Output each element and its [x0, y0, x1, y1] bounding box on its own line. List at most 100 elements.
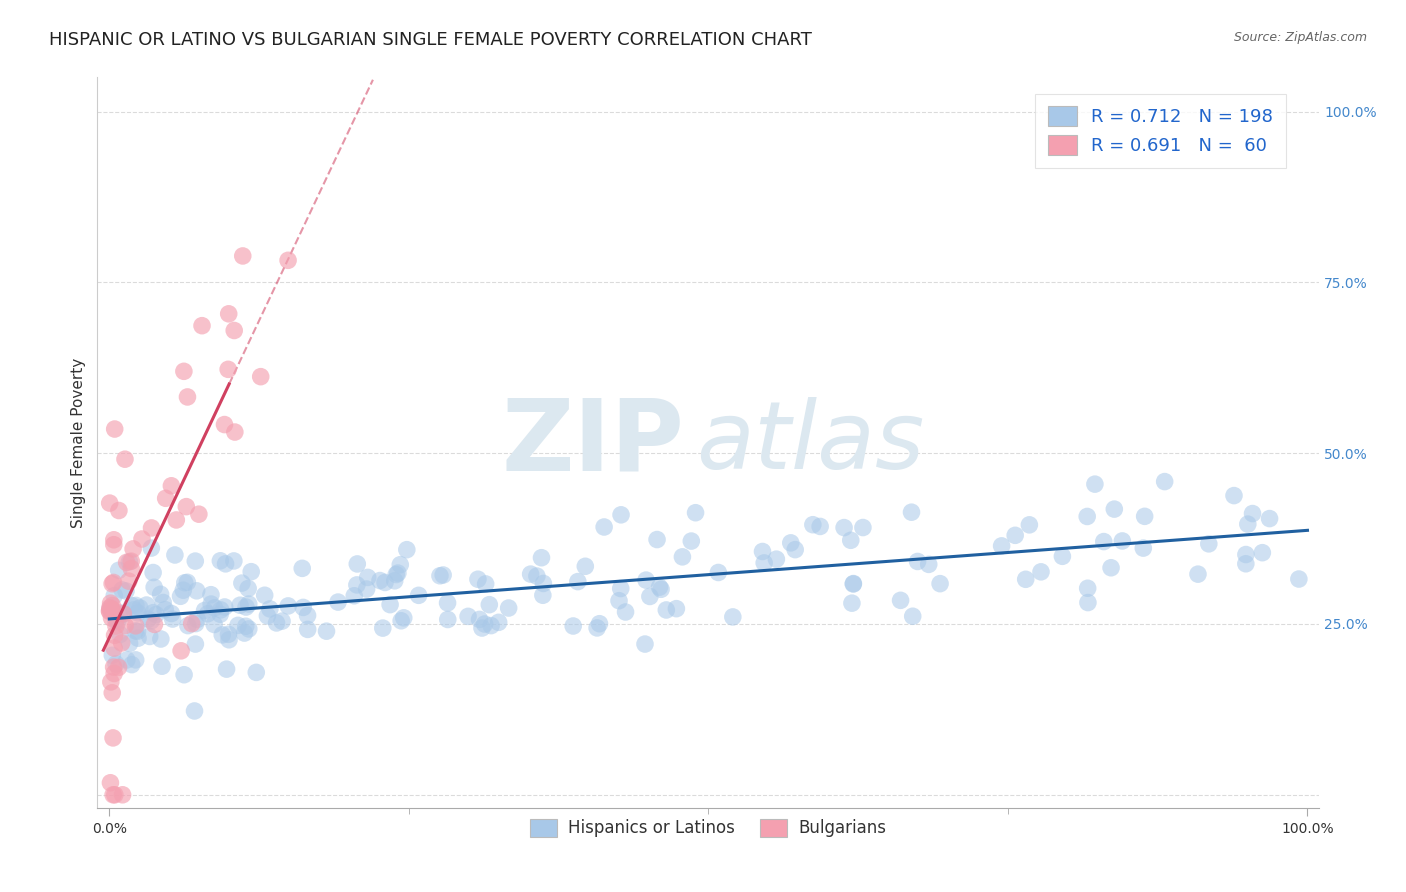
Point [209, 554, 232, 568]
Point [141, 521, 163, 535]
Point [211, 628, 233, 642]
Point [567, 574, 589, 589]
Point [103, 628, 125, 642]
Point [1104, 502, 1126, 516]
Point [918, 558, 941, 572]
Point [122, 603, 145, 617]
Point [115, 653, 138, 667]
Point [176, 500, 198, 514]
Point [1132, 541, 1154, 555]
Point [98, 600, 121, 615]
Point [240, 565, 263, 579]
Point [176, 390, 198, 404]
Point [374, 575, 396, 590]
Point [384, 574, 406, 588]
Point [143, 580, 166, 594]
Point [801, 517, 824, 532]
Point [149, 632, 172, 646]
Point [436, 596, 458, 610]
Point [519, 567, 541, 582]
Point [650, 582, 672, 597]
Point [1111, 533, 1133, 548]
Point [292, 600, 315, 615]
Point [103, 575, 125, 590]
Point [103, 660, 125, 674]
Point [1258, 511, 1281, 525]
Point [681, 534, 703, 549]
Point [387, 566, 409, 580]
Point [115, 555, 138, 569]
Point [200, 588, 222, 602]
Point [291, 561, 314, 575]
Point [187, 507, 209, 521]
Point [721, 610, 744, 624]
Point [124, 624, 146, 638]
Point [478, 598, 501, 612]
Point [215, 662, 238, 676]
Point [100, 596, 122, 610]
Point [1198, 537, 1220, 551]
Point [315, 624, 337, 639]
Point [839, 533, 862, 548]
Point [149, 587, 172, 601]
Point [368, 574, 391, 588]
Point [108, 627, 131, 641]
Point [103, 641, 125, 656]
Point [194, 603, 217, 617]
Point [474, 617, 496, 632]
Point [124, 619, 146, 633]
Point [202, 617, 225, 632]
Point [471, 621, 494, 635]
Point [685, 506, 707, 520]
Point [389, 558, 412, 572]
Point [671, 549, 693, 564]
Point [574, 559, 596, 574]
Point [177, 618, 200, 632]
Point [371, 621, 394, 635]
Point [238, 582, 260, 596]
Point [135, 598, 157, 612]
Point [127, 606, 149, 620]
Point [121, 657, 143, 672]
Point [392, 611, 415, 625]
Point [1223, 489, 1246, 503]
Point [356, 582, 378, 596]
Point [103, 533, 125, 547]
Point [900, 505, 922, 519]
Point [1241, 507, 1264, 521]
Point [120, 554, 142, 568]
Point [785, 542, 807, 557]
Point [1076, 509, 1098, 524]
Point [98, 604, 121, 618]
Point [432, 568, 454, 582]
Point [100, 776, 122, 790]
Point [111, 636, 134, 650]
Point [1251, 546, 1274, 560]
Point [141, 541, 163, 555]
Point [1015, 572, 1038, 586]
Point [100, 674, 122, 689]
Point [808, 519, 831, 533]
Point [249, 369, 271, 384]
Legend: Hispanics or Latinos, Bulgarians: Hispanics or Latinos, Bulgarians [523, 812, 893, 844]
Point [191, 318, 214, 333]
Point [1077, 581, 1099, 595]
Point [184, 616, 207, 631]
Point [852, 520, 875, 534]
Point [214, 557, 236, 571]
Point [122, 541, 145, 556]
Point [751, 544, 773, 558]
Point [1084, 477, 1107, 491]
Point [1052, 549, 1074, 564]
Point [127, 624, 149, 639]
Point [121, 599, 143, 613]
Point [222, 554, 245, 568]
Point [142, 566, 165, 580]
Point [229, 599, 252, 613]
Point [645, 533, 668, 547]
Point [233, 626, 256, 640]
Point [245, 665, 267, 680]
Point [142, 606, 165, 620]
Point [395, 542, 418, 557]
Point [346, 578, 368, 592]
